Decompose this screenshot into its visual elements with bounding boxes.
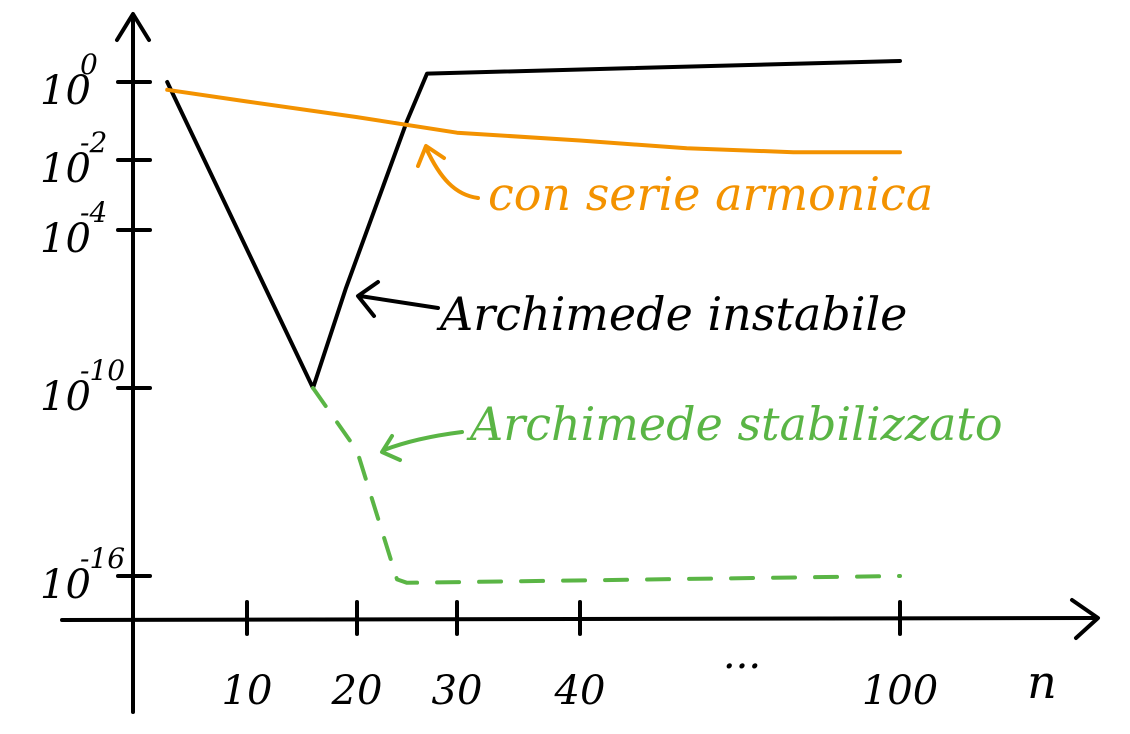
y-axis	[115, 12, 151, 714]
x-tick-label-40: 40	[554, 668, 606, 714]
y-axis-arrow	[115, 12, 151, 42]
y-tick-label-base-0: 10	[40, 68, 91, 114]
annotation-instabile: Archimede instabile	[356, 280, 907, 341]
x-tick-label-100: 100	[862, 668, 938, 714]
series-line-2	[311, 386, 902, 585]
x-axis-arrow	[1070, 598, 1100, 640]
annotation-arrow-instabile	[356, 280, 440, 318]
annotation-serie-armonica: con serie armonica	[416, 144, 933, 221]
y-tick-label-exp-0: 0	[80, 48, 98, 81]
y-tick-label-exp--10: -10	[80, 354, 125, 387]
y-tick-label-base--10: 10	[40, 374, 91, 420]
y-tick-label-base--4: 10	[40, 216, 91, 262]
series-line-0	[165, 59, 902, 390]
annotation-label-instabile: Archimede instabile	[436, 287, 907, 341]
x-ellipsis: ...	[723, 632, 761, 678]
series-line-1	[165, 87, 902, 155]
annotation-stabilizzato: Archimede stabilizzato	[380, 397, 1003, 462]
y-tick-label-exp--4: -4	[80, 196, 107, 229]
y-tick-label-base--16: 10	[40, 562, 91, 608]
x-ticks: 10 20 30 40 100	[222, 600, 938, 714]
x-tick-label-10: 10	[222, 668, 273, 714]
annotation-label-stabilizzato: Archimede stabilizzato	[466, 397, 1003, 451]
series-layer	[165, 59, 902, 585]
annotation-arrow-stabilizzato	[380, 430, 464, 462]
annotation-arrow-serie-armonica	[416, 144, 480, 200]
y-tick-label-base--2: 10	[40, 146, 91, 192]
x-axis-label: n	[1027, 655, 1057, 709]
annotation-label-serie-armonica: con serie armonica	[488, 167, 933, 221]
y-tick-label-exp--16: -16	[80, 542, 125, 575]
x-tick-label-30: 30	[432, 668, 483, 714]
y-tick-label-exp--2: -2	[80, 126, 107, 159]
x-tick-label-20: 20	[331, 668, 383, 714]
